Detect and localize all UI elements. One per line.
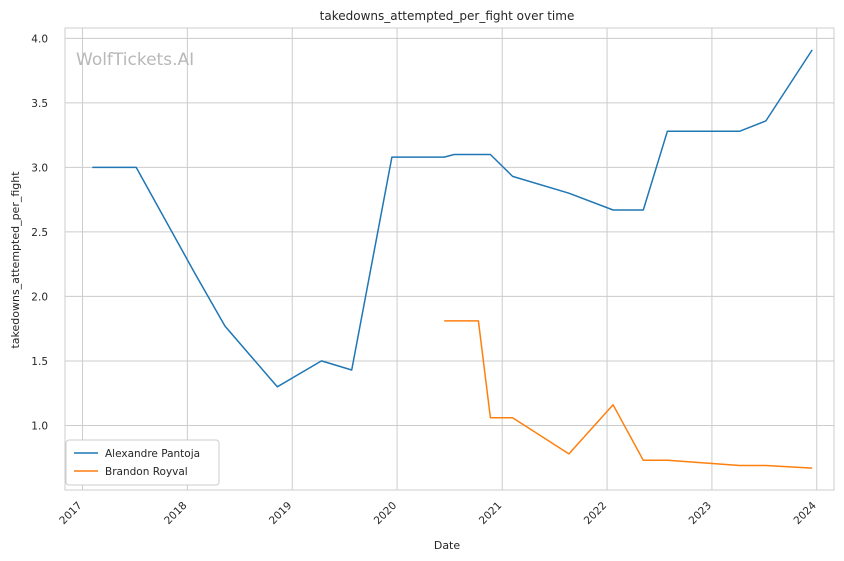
x-tick-label: 2024 bbox=[791, 499, 819, 527]
watermark: WolfTickets.AI bbox=[76, 50, 194, 70]
y-tick-label: 1.5 bbox=[31, 356, 48, 368]
y-axis-label: takedowns_attempted_per_fight bbox=[9, 171, 22, 349]
y-tick-label: 1.0 bbox=[31, 420, 48, 432]
x-tick-label: 2018 bbox=[162, 500, 189, 527]
x-tick-label: 2017 bbox=[57, 500, 84, 527]
series-line-royval bbox=[444, 320, 813, 469]
y-tick-label: 4.0 bbox=[31, 33, 48, 45]
legend-label-royval: Brandon Royval bbox=[105, 466, 188, 478]
series-lines bbox=[92, 49, 813, 469]
x-axis-ticks: 2017 2018 2019 2020 2021 2022 2023 2024 bbox=[57, 499, 819, 527]
x-tick-label: 2020 bbox=[372, 500, 399, 527]
legend-box bbox=[65, 439, 220, 486]
plot-area-frame bbox=[64, 27, 835, 491]
chart-title: takedowns_attempted_per_fight over time bbox=[320, 9, 575, 23]
x-tick-label: 2021 bbox=[477, 500, 504, 527]
x-tick-label: 2019 bbox=[267, 500, 294, 527]
x-axis-label: Date bbox=[434, 539, 461, 552]
gridlines bbox=[65, 28, 834, 490]
x-tick-label: 2022 bbox=[582, 500, 609, 527]
y-axis-ticks: 1.0 1.5 2.0 2.5 3.0 3.5 4.0 bbox=[31, 33, 48, 432]
series-line-pantoja bbox=[92, 49, 813, 388]
legend-label-pantoja: Alexandre Pantoja bbox=[105, 448, 200, 460]
y-tick-label: 2.5 bbox=[31, 227, 48, 239]
legend: Alexandre Pantoja Brandon Royval bbox=[65, 439, 220, 486]
y-tick-label: 3.5 bbox=[31, 98, 48, 110]
y-tick-label: 3.0 bbox=[31, 162, 48, 174]
y-tick-label: 2.0 bbox=[31, 291, 48, 303]
x-tick-label: 2023 bbox=[687, 500, 714, 527]
